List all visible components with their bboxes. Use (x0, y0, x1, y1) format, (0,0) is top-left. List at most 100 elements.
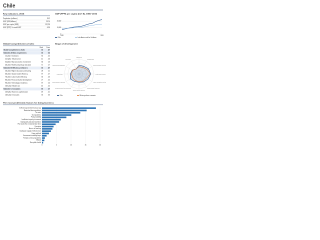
radar-label: Labor market efficiency (73, 89, 86, 92)
gci-rank: 49 (41, 91, 43, 93)
bar (42, 128, 53, 130)
y-tick-label: 20,000 (57, 21, 61, 23)
gci-label: 6th pillar: Goods market efficiency (5, 72, 28, 75)
bar-label: Insufficient capacity to innovate (22, 118, 42, 121)
radar-series (71, 66, 91, 83)
bar-label: Foreign currency regulations (23, 136, 41, 139)
radar-label: Innovation (65, 58, 71, 61)
gci-score: 4.6 (48, 58, 50, 60)
radar-label: Market size (57, 72, 63, 75)
gdp-line (61, 23, 103, 30)
bar (42, 141, 44, 144)
gci-rank: 27 (41, 79, 43, 81)
legend-label: Latin America and the Caribbean (78, 36, 97, 39)
bar-label: Inefficient government bureaucracy (19, 107, 41, 110)
y-tick-label: 10,000 (57, 27, 61, 29)
radar-label: Financial market development (55, 87, 72, 90)
gci-score: 3.7 (48, 88, 50, 90)
gci-label: Subindex C: Innovation (4, 87, 21, 90)
gci-rank: 28 (41, 70, 43, 72)
bar-label: Inadequate supply of infrastructure (20, 130, 42, 133)
row-band (3, 66, 50, 70)
bar (42, 123, 56, 126)
gci-label: 9th pillar: Technological readiness (5, 81, 28, 84)
gci-label: 7th pillar: Labor market efficiency (5, 75, 27, 78)
section-title: The most problematic factors for doing b… (3, 102, 55, 105)
bar-label: Restrictive labor regulations (24, 109, 41, 112)
gci-rank: 71 (41, 64, 43, 66)
row-band (3, 48, 50, 52)
gci-rank: 50 (41, 88, 43, 90)
gci-rank: 35 (41, 55, 43, 57)
y-tick-label: 0 (60, 33, 61, 35)
radar-label: Technological readiness (52, 82, 65, 84)
bar-label: Inflation (36, 139, 41, 142)
gci-rank: 41 (41, 58, 43, 60)
indicator-label: GDP per capita (US$) (3, 23, 19, 26)
gci-label: 5th pillar: Higher education and trainin… (5, 69, 31, 72)
gci-score: 5.0 (48, 82, 50, 84)
gci-score: 5.7 (48, 64, 50, 66)
indicator-value: 18.2 (47, 18, 50, 20)
section-title: GDP (PPP) per capita (int'l $), 1990–201… (55, 13, 98, 16)
row-band (3, 51, 50, 55)
bar (42, 137, 45, 139)
bar-label: Tax rates (35, 111, 41, 114)
col-header: Score (46, 47, 50, 49)
bar (42, 134, 47, 137)
indicator-value: 13,576 (45, 24, 50, 26)
gci-score: 4.7 (48, 73, 50, 75)
radar-spoke (78, 73, 87, 88)
x-tick-label: 2016 (100, 35, 103, 37)
legend-swatch (75, 37, 77, 38)
bar (42, 118, 61, 121)
indicator-label: Population (millions) (3, 17, 18, 20)
indicator-label: GDP (US$ billions) (3, 21, 17, 23)
gci-label: 3rd pillar: Macroeconomic environment (5, 60, 31, 63)
bar (42, 107, 96, 109)
gci-score: 3.3 (48, 94, 50, 96)
bar (42, 139, 45, 142)
gci-score: 4.1 (48, 91, 50, 93)
gci-score: 4.7 (48, 66, 50, 69)
radar-label: Infrastructure (87, 58, 94, 61)
gci-rank: 33 (41, 52, 43, 54)
legend-swatch (57, 95, 59, 96)
gci-score: 4.5 (48, 55, 50, 57)
indicator-label: GDP (PPP) % world GDP (3, 27, 21, 29)
gci-label: 4th pillar: Health and primary education (5, 63, 31, 66)
legend-label: Chile (60, 95, 63, 97)
gci-score: 5.2 (48, 52, 50, 54)
gci-label: 1st pillar: Institutions (5, 54, 19, 57)
section-title: Key indicators, 2016 (3, 13, 25, 16)
gci-rank: 33 (41, 67, 43, 69)
radar-label: Goods market efficiency (87, 87, 100, 90)
bar (42, 132, 49, 135)
radar-label: Macroeconomic environment (93, 64, 106, 67)
gci-rank: 53 (41, 76, 43, 78)
gci-rank: 45 (41, 85, 43, 87)
gci-score: 4.7 (48, 48, 50, 51)
bar-label: Access to financing (29, 127, 41, 130)
gci-label: 11th pillar: Business sophistication (5, 90, 28, 93)
bar (42, 130, 51, 132)
bar-label: Tax regulations (32, 113, 42, 116)
x-tick-label: 10 (70, 145, 72, 147)
radar-spoke (78, 73, 93, 82)
bar-label: Poor public health (30, 141, 41, 144)
radar-label: Business sophistication (53, 64, 66, 67)
radar-label: Health and primary education (95, 72, 106, 75)
bar-label: Corruption (35, 125, 42, 128)
gci-score: 5.3 (48, 61, 50, 63)
gci-label: 2nd pillar: Infrastructure (5, 57, 21, 60)
x-tick-label: 5 (56, 145, 57, 147)
x-tick-label: 15 (85, 145, 87, 147)
gci-rank: 36 (41, 61, 43, 63)
gci-rank: 37 (41, 82, 43, 84)
gci-score: 4.5 (48, 79, 50, 81)
gci-label: 10th pillar: Market size (5, 84, 20, 87)
radar-label: Institutions (76, 56, 82, 59)
col-header: Rank (40, 47, 44, 49)
bar (42, 114, 72, 116)
